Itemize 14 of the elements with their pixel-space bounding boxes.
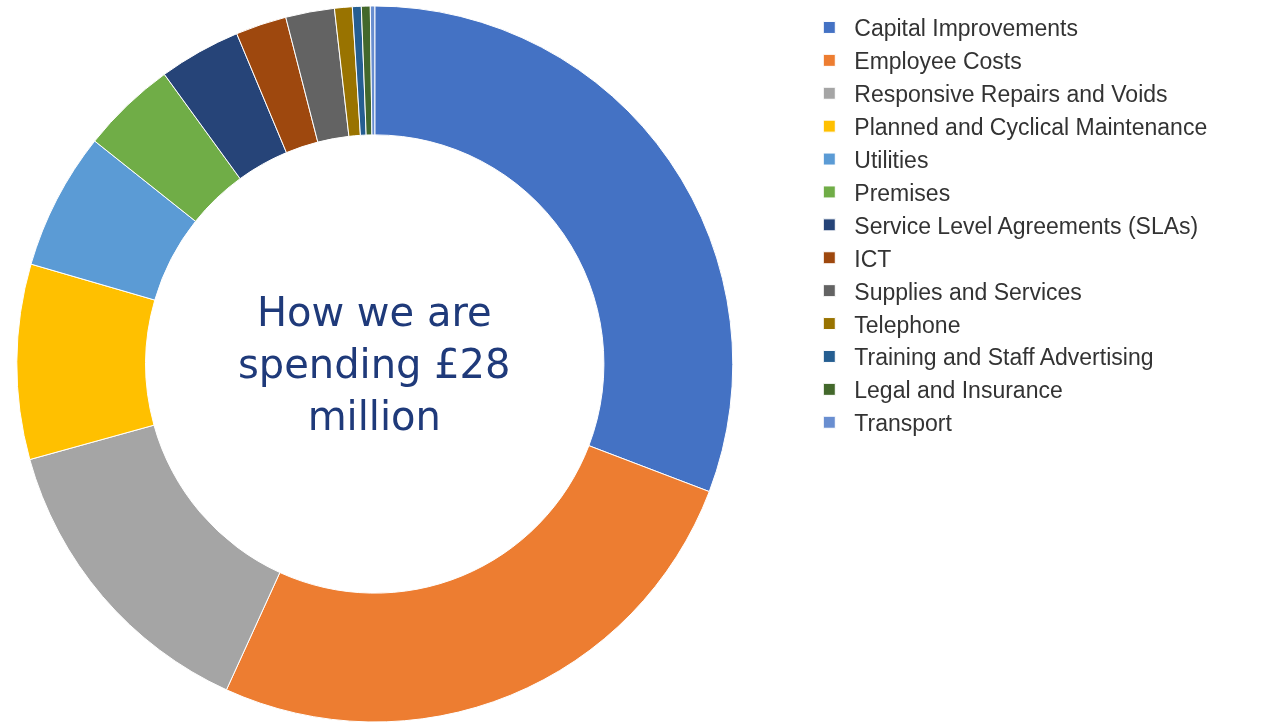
- legend-label: Legal and Insurance: [854, 377, 1063, 404]
- legend-label: Employee Costs: [854, 48, 1022, 75]
- legend-label: Responsive Repairs and Voids: [854, 81, 1168, 108]
- legend-label: Telephone: [854, 311, 961, 338]
- legend-label: Premises: [854, 179, 951, 206]
- legend-label: Capital Improvements: [854, 15, 1078, 42]
- text: How we are spending £28 million: [238, 289, 511, 439]
- legend-label: Planned and Cyclical Maintenance: [854, 114, 1208, 141]
- legend-label: Utilities: [854, 147, 929, 174]
- legend-label: Supplies and Services: [854, 278, 1082, 305]
- legend-label: Service Level Agreements (SLAs): [854, 212, 1199, 239]
- legend-label: Training and Staff Advertising: [854, 344, 1154, 371]
- legend-label: Transport: [854, 410, 953, 437]
- legend-label: ICT: [854, 245, 892, 272]
